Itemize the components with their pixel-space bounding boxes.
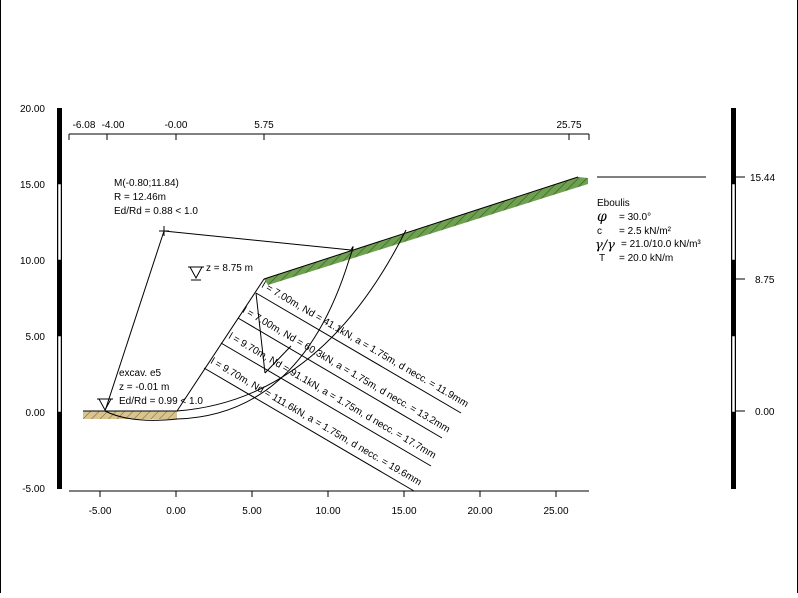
circle-center-label: M(-0.80;11.84) [114,178,179,189]
top-tick: -6.08 [73,120,96,131]
top-tick: -4.00 [102,120,125,131]
left-tick: 5.00 [26,332,46,343]
slope-surface-hatch [264,177,588,285]
terrain [83,176,588,419]
water-level-icon [189,266,203,280]
right-tick: 0.00 [755,407,775,418]
phi-symbol: φ [597,209,607,225]
left-tick: 0.00 [26,408,46,419]
right-tick: 15.44 [750,173,775,184]
excavation-ratio: Ed/Rd = 0.99 < 1.0 [119,396,203,407]
circle-radius-label: R = 12.46m [114,192,166,203]
left-tick: -5.00 [22,484,45,495]
bottom-tick: 5.00 [242,506,262,517]
soil-legend: Eboulis φ = 30.0° c = 2.5 kN/m² γ/γ = 21… [595,198,701,264]
left-tick: 10.00 [20,256,45,267]
bottom-tick: 15.00 [391,506,416,517]
right-axis: 15.44 8.75 0.00 [597,108,775,489]
soil-name: Eboulis [597,198,630,209]
anchor-label-4: l = 9.70m, Nd = 111.6kN, a = 1.75m, d ne… [208,356,423,488]
anchor-label-1: l = 7.00m, Nd = 41.1kN, a = 1.75m, d nec… [259,280,470,410]
slip-circle: M(-0.80;11.84) R = 12.46m Ed/Rd = 0.88 <… [104,178,407,421]
soil-gamma: = 21.0/10.0 kN/m³ [621,239,701,250]
top-tick: -0.00 [165,120,188,131]
excavation-title: excav. e5 [119,368,161,379]
anchors: l = 7.00m, Nd = 41.1kN, a = 1.75m, d nec… [203,280,470,492]
excavation-z: z = -0.01 m [119,382,169,393]
top-tick: 25.75 [556,120,581,131]
excavation: excav. e5 z = -0.01 m Ed/Rd = 0.99 < 1.0 [97,368,203,412]
soil-t-key: T [599,253,605,264]
circle-ratio-label: Ed/Rd = 0.88 < 1.0 [114,206,198,217]
top-axis: -6.08 -4.00 -0.00 5.75 25.75 [68,120,590,140]
anchor-label-3: l = 9.70m, Nd = 91.1kN, a = 1.75m, d nec… [226,331,437,461]
bottom-tick: 20.00 [467,506,492,517]
excavation-level-icon [98,398,112,412]
bottom-tick: -5.00 [89,506,112,517]
water-level-label: z = 8.75 m [206,263,253,274]
left-tick: 20.00 [20,104,45,115]
soil-c: = 2.5 kN/m² [619,226,672,237]
left-axis: 20.00 15.00 10.00 5.00 0.00 -5.00 [20,104,62,495]
soil-phi: = 30.0° [619,212,651,223]
excavation-ground-hatch [83,411,177,419]
bottom-tick: 10.00 [315,506,340,517]
left-tick: 15.00 [20,180,45,191]
bottom-tick: 25.00 [543,506,568,517]
right-tick: 8.75 [755,275,775,286]
water-level: z = 8.75 m [188,263,253,281]
top-tick: 5.75 [254,120,274,131]
bottom-axis: -5.00 0.00 5.00 10.00 15.00 20.00 25.00 [69,490,589,517]
gamma-symbol: γ/γ [595,238,615,253]
soil-c-key: c [597,226,602,237]
soil-t: = 20.0 kN/m [619,253,673,264]
bottom-tick: 0.00 [166,506,186,517]
